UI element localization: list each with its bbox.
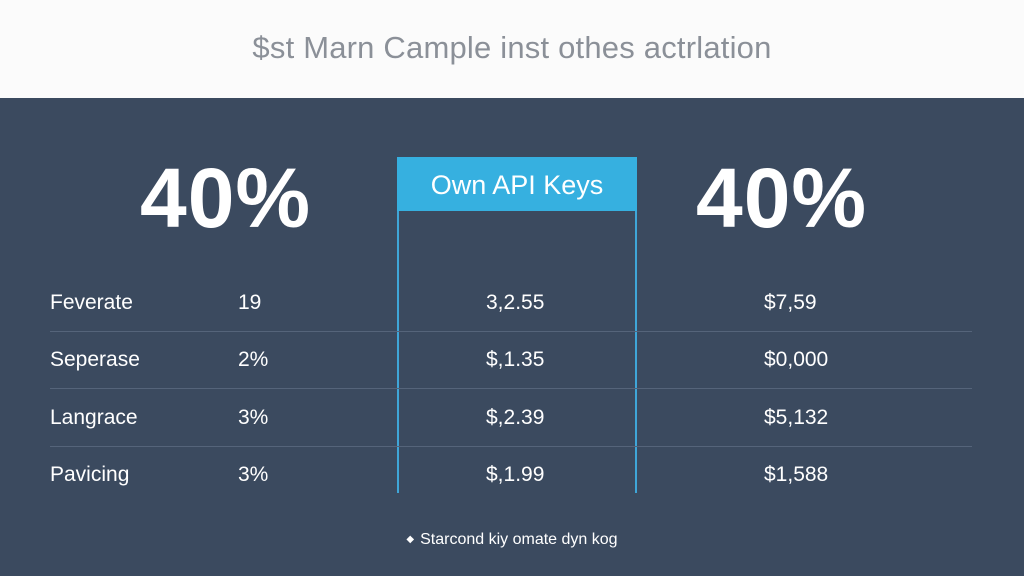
header-bar: $st Marn Cample inst othes actrlation xyxy=(0,0,1024,98)
table-row: Pavicing 3% $,1.99 $1,588 xyxy=(50,460,972,518)
row-own-keys-value: $,1.35 xyxy=(486,348,545,371)
row-divider xyxy=(50,446,972,447)
table-row: Feverate 19 3,2.55 $7,59 xyxy=(50,288,972,346)
table-row: Langrace 3% $,2.39 $5,132 xyxy=(50,403,972,461)
stat-right: 40% xyxy=(696,151,868,245)
stat-left: 40% xyxy=(140,151,312,245)
table-row: Seperase 2% $,1.35 $0,000 xyxy=(50,345,972,403)
row-divider xyxy=(50,388,972,389)
row-percent: 2% xyxy=(238,348,269,371)
page-title: $st Marn Cample inst othes actrlation xyxy=(252,30,772,65)
row-label: Langrace xyxy=(50,406,138,429)
row-divider xyxy=(50,331,972,332)
row-label: Feverate xyxy=(50,291,133,314)
highlight-column-header: Own API Keys xyxy=(397,157,637,211)
row-own-keys-value: $,1.99 xyxy=(486,463,545,486)
row-right-value: $1,588 xyxy=(764,463,829,486)
row-percent: 3% xyxy=(238,463,269,486)
row-label: Pavicing xyxy=(50,463,130,486)
row-percent: 3% xyxy=(238,406,269,429)
footnote-text: Starcond kiy omate dyn kog xyxy=(420,531,618,548)
row-percent: 19 xyxy=(238,291,262,314)
row-own-keys-value: $,2.39 xyxy=(486,406,545,429)
highlight-column xyxy=(397,157,637,493)
row-own-keys-value: 3,2.55 xyxy=(486,291,545,314)
bullet-icon: ◆ xyxy=(406,534,415,546)
footnote: ◆ Starcond kiy omate dyn kog xyxy=(0,531,1024,549)
row-right-value: $5,132 xyxy=(764,406,829,429)
row-right-value: $0,000 xyxy=(764,348,829,371)
row-right-value: $7,59 xyxy=(764,291,817,314)
row-label: Seperase xyxy=(50,348,140,371)
